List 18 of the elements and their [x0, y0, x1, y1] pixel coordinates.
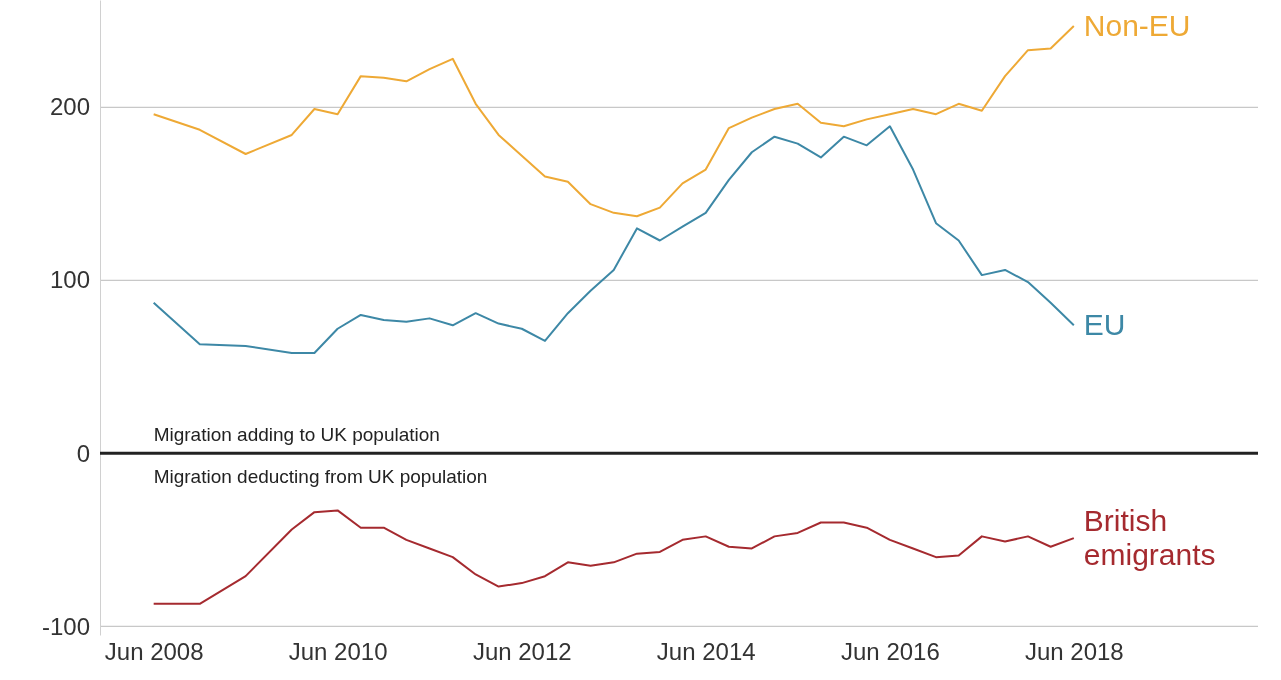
x-tick-label: Jun 2014	[656, 638, 756, 666]
series-label: EU	[1083, 308, 1126, 342]
x-tick-label: Jun 2016	[841, 638, 940, 666]
x-tick-label: Jun 2008	[104, 638, 204, 666]
annotation: Migration deducting from UK population	[153, 466, 488, 488]
y-tick-label: 100	[49, 266, 90, 294]
series-label: British emigrants	[1083, 504, 1216, 572]
x-tick-label: Jun 2018	[1024, 638, 1124, 666]
annotation: Migration adding to UK population	[153, 424, 440, 446]
y-tick-label: -100	[41, 612, 90, 640]
x-tick-label: Jun 2010	[288, 638, 388, 666]
line-series	[152, 24, 1075, 218]
y-tick-label: 200	[49, 93, 90, 121]
line-series	[152, 509, 1075, 605]
x-tick-label: Jun 2012	[472, 638, 572, 666]
line-series	[152, 125, 1075, 354]
series-label: Non-EU	[1083, 8, 1191, 42]
y-tick-label: 0	[76, 439, 90, 467]
